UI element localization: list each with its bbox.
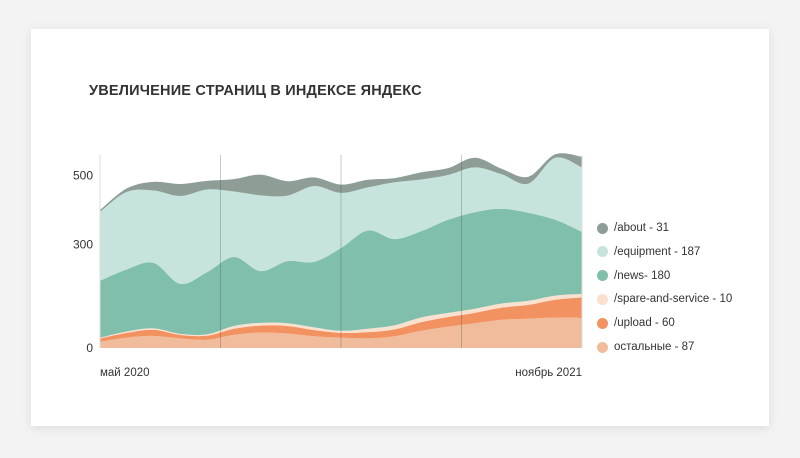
legend-swatch bbox=[597, 270, 608, 282]
x-tick-label-1: ноябрь 2021 bbox=[515, 367, 582, 379]
y-tick-label-0: 0 bbox=[86, 341, 93, 355]
area-series-5 bbox=[100, 153, 582, 212]
legend-item: остальные - 87 bbox=[597, 339, 694, 355]
legend-item: /upload - 60 bbox=[597, 315, 675, 331]
legend-swatch bbox=[597, 246, 608, 258]
x-axis: май 2020 ноябрь 2021 bbox=[100, 367, 582, 379]
x-tick-label-0: май 2020 bbox=[100, 367, 150, 379]
legend-item: /news- 180 bbox=[597, 268, 670, 284]
legend-label: /spare-and-service - 10 bbox=[614, 293, 733, 306]
legend-label: /news- 180 bbox=[614, 269, 671, 282]
y-axis: 0 300 500 bbox=[73, 169, 93, 355]
y-tick-label-1: 300 bbox=[73, 238, 93, 252]
legend-item: /spare-and-service - 10 bbox=[597, 291, 732, 307]
area-series-4 bbox=[100, 157, 582, 285]
area-series-0 bbox=[100, 317, 582, 348]
y-tick-label-2: 500 bbox=[73, 169, 93, 183]
legend-label: /equipment - 187 bbox=[614, 245, 701, 258]
legend-swatch bbox=[597, 341, 608, 353]
legend-label: остальные - 87 bbox=[614, 341, 695, 353]
legend-item: /about - 31 bbox=[597, 220, 669, 236]
chart-areas bbox=[100, 153, 582, 348]
legend-swatch bbox=[597, 293, 608, 305]
chart-gridlines bbox=[99, 155, 583, 348]
legend-label: /about - 31 bbox=[614, 222, 669, 234]
area-series-1 bbox=[100, 297, 582, 342]
legend-swatch bbox=[597, 317, 608, 329]
chart-title: УВЕЛИЧЕНИЕ СТРАНИЦ В ИНДЕКСЕ ЯНДЕКС bbox=[89, 83, 422, 99]
legend-label: /upload - 60 bbox=[614, 317, 675, 330]
legend-item: /equipment - 187 bbox=[597, 244, 700, 260]
legend-swatch bbox=[597, 222, 608, 234]
area-series-3 bbox=[100, 208, 582, 338]
